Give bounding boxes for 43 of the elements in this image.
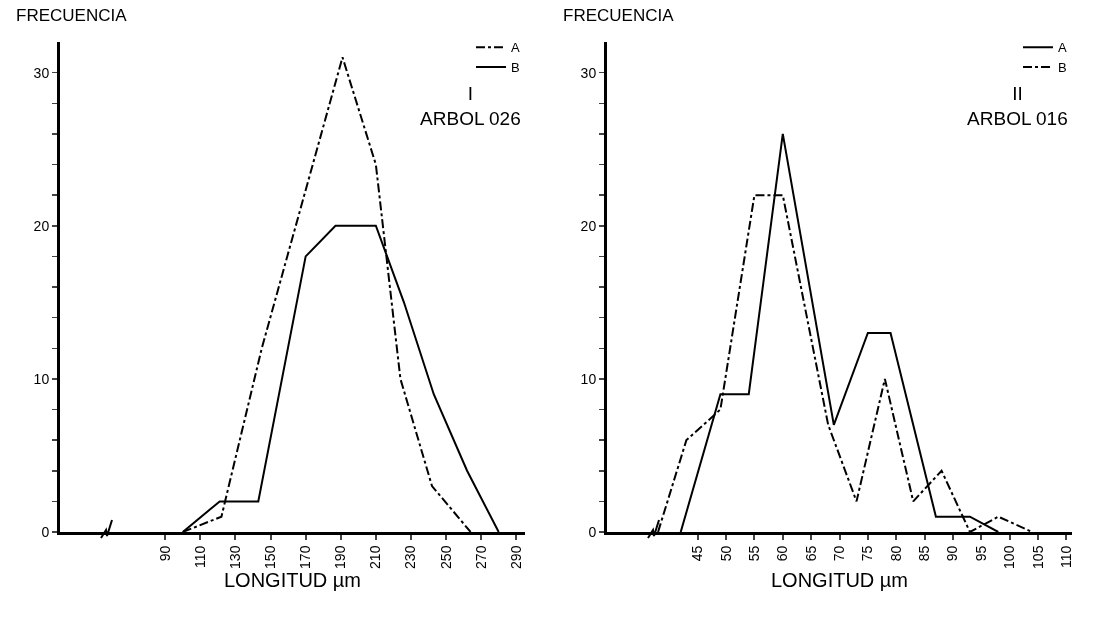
y-tick-label: 30 bbox=[33, 64, 50, 81]
x-tick-label: 130 bbox=[227, 545, 244, 569]
y-axis-title: FRECUENCIA bbox=[563, 6, 675, 25]
x-tick-label: 230 bbox=[402, 545, 419, 569]
x-tick-label: 110 bbox=[1057, 545, 1074, 568]
x-tick-label: 50 bbox=[717, 545, 734, 562]
x-tick-label: 170 bbox=[297, 545, 314, 569]
legend-label: B bbox=[1058, 60, 1067, 76]
x-tick-label: 65 bbox=[802, 545, 819, 562]
x-tick-label: 90 bbox=[944, 545, 961, 562]
text: II ARBOL 016 bbox=[967, 83, 1068, 130]
x-tick-label: 150 bbox=[262, 545, 279, 569]
x-tick-label: 70 bbox=[831, 545, 848, 562]
x-tick-label: 55 bbox=[745, 545, 762, 562]
legend-label: A bbox=[1058, 40, 1067, 56]
legend-label: A bbox=[511, 40, 520, 56]
x-tick-label: 210 bbox=[367, 545, 384, 569]
y-tick-label: 10 bbox=[33, 370, 50, 387]
y-tick-label: 0 bbox=[41, 523, 50, 540]
x-tick-label: 100 bbox=[1001, 545, 1018, 569]
x-tick-label: 45 bbox=[689, 545, 706, 562]
x-tick-label: 80 bbox=[887, 545, 904, 562]
y-tick-label: 0 bbox=[588, 523, 597, 540]
x-tick-label: 90 bbox=[156, 545, 173, 562]
y-axis-title: FRECUENCIA bbox=[16, 6, 128, 25]
x-tick-label: 75 bbox=[859, 545, 876, 562]
y-tick-label: 30 bbox=[580, 64, 597, 81]
y-tick-label: 10 bbox=[580, 370, 597, 387]
x-tick-label: 95 bbox=[972, 545, 989, 562]
y-tick-label: 20 bbox=[33, 217, 50, 234]
text: I ARBOL 026 bbox=[420, 83, 521, 130]
x-tick-label: 290 bbox=[507, 545, 524, 569]
x-tick-label: 105 bbox=[1029, 545, 1046, 569]
x-axis-title: LONGITUD µm bbox=[770, 569, 909, 592]
x-tick-label: 270 bbox=[472, 545, 489, 569]
x-tick-label: 60 bbox=[774, 545, 791, 562]
x-tick-label: 190 bbox=[332, 545, 349, 569]
x-tick-label: 110 bbox=[191, 545, 208, 568]
x-axis-title: LONGITUD µm bbox=[223, 569, 362, 592]
y-tick-label: 20 bbox=[580, 217, 597, 234]
x-tick-label: 250 bbox=[437, 545, 454, 569]
legend-label: B bbox=[511, 60, 520, 76]
x-tick-label: 85 bbox=[916, 545, 933, 562]
